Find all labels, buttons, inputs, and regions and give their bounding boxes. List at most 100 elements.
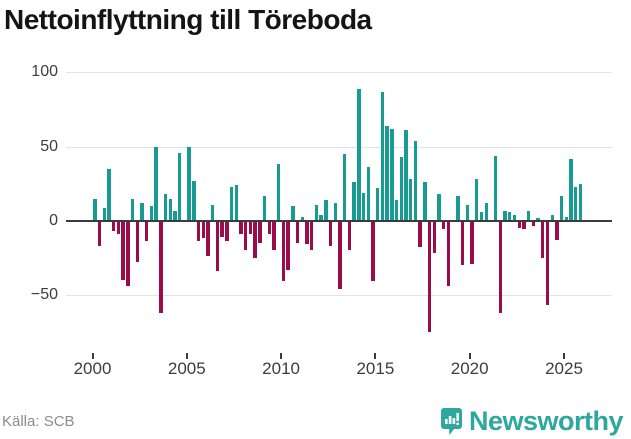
bar: [352, 182, 356, 221]
bar: [192, 180, 196, 221]
bar: [154, 146, 158, 221]
bar: [239, 222, 243, 234]
bar: [215, 222, 220, 272]
y-axis-tick-label: −50: [30, 286, 58, 304]
bar: [564, 216, 569, 221]
bar: [130, 198, 135, 221]
bar: [196, 222, 201, 242]
bar: [234, 185, 238, 221]
bar: [555, 222, 559, 240]
bar: [107, 168, 111, 221]
bar: [493, 155, 498, 221]
bar: [97, 222, 102, 246]
bar: [324, 200, 328, 221]
bar: [149, 206, 154, 221]
bar: [574, 186, 578, 221]
bar: [394, 200, 399, 221]
x-axis-tick: [374, 353, 377, 359]
x-axis-tick: [91, 353, 94, 359]
bar: [390, 128, 394, 221]
bar: [272, 222, 276, 251]
bar: [423, 182, 427, 221]
bar: [522, 222, 526, 230]
bar: [140, 203, 144, 221]
bar: [112, 222, 116, 231]
bar: [498, 222, 503, 313]
x-axis-tick-label: 2005: [167, 359, 206, 378]
bar: [310, 222, 314, 251]
bar: [201, 222, 205, 239]
bar: [253, 222, 257, 258]
y-axis-tick-label: 100: [31, 63, 58, 81]
gridline-y-50: [66, 146, 612, 148]
bar: [465, 204, 470, 221]
newsworthy-wordmark: Newsworthy: [468, 405, 624, 436]
bar: [427, 222, 432, 333]
x-axis-tick-label: 2015: [356, 359, 395, 378]
bar: [380, 91, 385, 221]
bar: [508, 212, 512, 221]
bar: [399, 157, 404, 221]
y-axis-tick-label: 50: [40, 137, 58, 155]
zero-axis-line: [66, 220, 612, 222]
x-axis-tick: [563, 353, 565, 359]
bar: [503, 210, 507, 221]
bar: [145, 222, 149, 242]
x-axis-tick-label: 2010: [262, 359, 300, 378]
bar: [220, 222, 224, 237]
bar: [338, 222, 342, 289]
bar: [569, 158, 573, 221]
bar: [475, 179, 479, 221]
bar: [385, 125, 389, 221]
bar: [343, 154, 347, 221]
bar: [456, 195, 460, 221]
bar: [512, 215, 517, 221]
bar: [244, 222, 248, 251]
bar: [305, 222, 309, 245]
bar: [300, 216, 304, 221]
x-axis-tick: [185, 353, 188, 359]
bar: [206, 222, 210, 257]
bar: [328, 222, 333, 246]
bar: [418, 222, 422, 248]
chart-title: Nettoinflyttning till Töreboda: [4, 4, 372, 35]
bar: [413, 140, 418, 221]
plot-area: 100 50 0 −50 2000 2005 2010 2015 2020 2025: [30, 63, 612, 378]
bar: [366, 167, 371, 221]
bar: [333, 203, 337, 221]
bar: [277, 164, 281, 221]
bar: [267, 222, 271, 234]
bar: [437, 194, 441, 221]
bar: [281, 222, 286, 282]
bar: [116, 222, 121, 234]
bar: [168, 198, 172, 221]
y-axis-tick-label: 0: [49, 212, 58, 229]
bar: [545, 222, 550, 306]
bar: [93, 198, 97, 221]
bar: [404, 130, 408, 221]
x-axis-tick: [468, 353, 471, 359]
bar: [559, 195, 564, 221]
bar: [291, 206, 295, 221]
bar: [229, 186, 234, 221]
newsworthy-badge-icon: [440, 407, 462, 435]
bar: [479, 212, 484, 221]
bar: [541, 222, 545, 258]
bar: [550, 215, 554, 221]
bar: [517, 222, 521, 228]
bar: [262, 195, 267, 221]
bar: [531, 222, 536, 227]
bar: [135, 222, 139, 263]
bar: [225, 222, 229, 242]
bar: [376, 188, 380, 221]
source-label: Källa: SCB: [2, 413, 75, 430]
bar: [159, 222, 163, 313]
gridline-y-100: [66, 72, 612, 74]
bar: [126, 222, 130, 286]
gridline-y--50: [66, 295, 612, 297]
bar: [484, 203, 488, 221]
bar: [248, 222, 253, 234]
bar: [470, 222, 474, 264]
bar: [314, 204, 319, 221]
